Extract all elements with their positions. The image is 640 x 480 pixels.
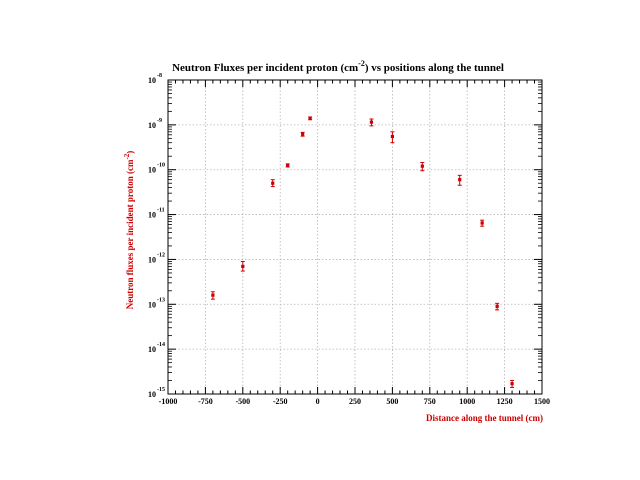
marker <box>211 293 215 297</box>
y-tick-label: 10 <box>148 300 156 309</box>
axis-ticks <box>167 79 543 395</box>
y-tick-label-exponent: -8 <box>157 73 162 79</box>
x-tick-label: -750 <box>198 397 213 406</box>
x-tick-label: 1500 <box>534 397 550 406</box>
data-point <box>495 302 500 311</box>
y-axis-label-superscript: -2 <box>123 153 131 159</box>
x-tick-label: 1000 <box>459 397 475 406</box>
y-tick-label-exponent: -14 <box>157 342 165 348</box>
marker <box>241 264 245 268</box>
chart-title-superscript: -2 <box>358 59 365 68</box>
data-point <box>420 161 425 172</box>
data-point <box>369 118 374 127</box>
data-point <box>240 260 245 272</box>
y-tick-label-exponent: -10 <box>157 163 165 169</box>
chart-title: Neutron Fluxes per incident proton (cm-2… <box>172 59 504 74</box>
data-point <box>308 116 313 121</box>
y-tick-label-exponent: -13 <box>157 297 165 303</box>
data-point <box>510 379 515 388</box>
data-points <box>210 116 515 388</box>
marker <box>495 304 499 308</box>
y-tick-label-exponent: -12 <box>157 252 165 258</box>
marker <box>286 163 290 167</box>
data-point <box>300 131 305 137</box>
data-point <box>390 131 395 144</box>
y-tick-label: 10 <box>148 121 156 130</box>
chart-title-part-1: Neutron Fluxes per incident proton (cm <box>172 62 358 74</box>
data-point <box>210 291 215 300</box>
y-tick-label: 10 <box>148 255 156 264</box>
marker <box>271 181 275 185</box>
y-tick-label: 10 <box>148 211 156 220</box>
grid <box>168 80 542 394</box>
data-point <box>480 219 485 227</box>
x-tick-label: -250 <box>273 397 288 406</box>
marker <box>390 134 394 139</box>
data-point <box>285 163 290 168</box>
y-tick-label-exponent: -11 <box>157 208 165 214</box>
x-axis-label: Distance along the tunnel (cm) <box>426 413 543 423</box>
data-point <box>270 179 275 188</box>
marker <box>510 382 514 386</box>
marker <box>301 132 305 136</box>
x-tick-label: 750 <box>424 397 436 406</box>
marker <box>480 221 484 225</box>
x-tick-label: 0 <box>316 397 320 406</box>
x-tick-label: 1250 <box>497 397 513 406</box>
x-tick-labels: -1000 -750 -500 -250 0 250 500 750 1000 1250 1500 <box>159 397 550 406</box>
y-axis-label-part-1: Neutron fluxes per incident proton (cm <box>125 159 135 309</box>
y-tick-label-exponent: -15 <box>157 387 165 393</box>
y-tick-label: 10 <box>148 76 156 85</box>
marker <box>369 120 374 124</box>
x-tick-label: -1000 <box>159 397 178 406</box>
y-axis-label-part-2: ) <box>125 151 135 154</box>
y-tick-label: 10 <box>148 166 156 175</box>
x-tick-label: 250 <box>349 397 361 406</box>
marker <box>458 178 462 182</box>
chart-title-part-2: ) vs positions along the tunnel <box>365 62 504 74</box>
marker <box>308 116 312 120</box>
x-tick-label: -500 <box>235 397 250 406</box>
x-tick-label: 500 <box>386 397 398 406</box>
y-axis-label: Neutron fluxes per incident proton (cm-2… <box>123 151 135 310</box>
data-point <box>457 174 462 186</box>
y-tick-label: 10 <box>148 390 156 399</box>
y-tick-label: 10 <box>148 345 156 354</box>
y-tick-label-exponent: -9 <box>157 118 162 124</box>
marker <box>420 164 424 168</box>
